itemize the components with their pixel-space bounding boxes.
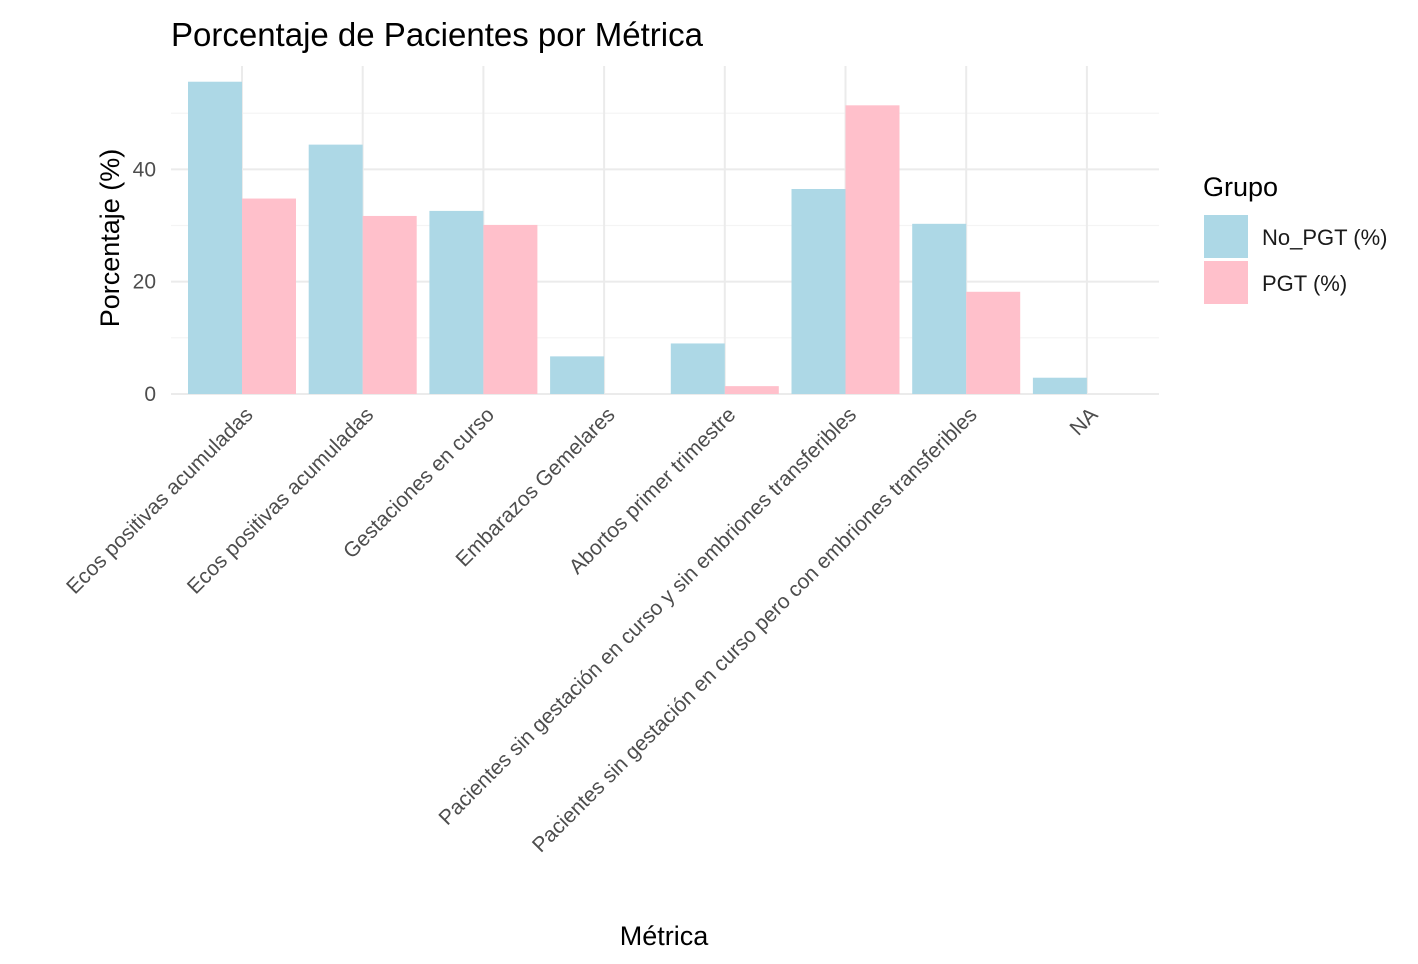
x-axis-title: Métrica: [620, 921, 709, 951]
legend-label: No_PGT (%): [1262, 225, 1388, 250]
bar-no-pgt: [670, 343, 725, 394]
bar-no-pgt: [1032, 377, 1087, 394]
y-tick-label: 0: [144, 383, 156, 406]
legend-items: No_PGT (%) PGT (%): [1204, 215, 1388, 304]
x-tick-label: Pacientes sin gestación en curso pero co…: [528, 403, 982, 857]
bar-no-pgt: [550, 356, 605, 394]
bar-pgt: [483, 224, 538, 394]
bar-no-pgt: [188, 81, 242, 395]
legend: Grupo No_PGT (%) PGT (%): [1203, 172, 1388, 304]
x-tick-label: Pacientes sin gestación en curso y sin e…: [435, 403, 861, 829]
bar-pgt: [724, 386, 779, 394]
legend-swatch: [1204, 261, 1248, 304]
legend-label: PGT (%): [1262, 271, 1347, 296]
y-axis-ticks: 0 20 40: [133, 158, 156, 406]
bar-pgt: [242, 198, 296, 394]
x-tick-label: NA: [1066, 403, 1103, 440]
bar-pgt: [362, 215, 417, 394]
y-tick-label: 20: [133, 271, 156, 294]
bar-pgt: [845, 105, 900, 395]
chart-title: Porcentaje de Pacientes por Métrica: [171, 16, 704, 53]
bar-no-pgt: [791, 189, 846, 394]
bars: [188, 81, 1087, 395]
legend-title: Grupo: [1203, 172, 1278, 202]
legend-swatch: [1204, 215, 1248, 258]
y-axis-title: Porcentaje (%): [95, 149, 125, 328]
y-tick-label: 40: [133, 158, 156, 181]
bar-no-pgt: [912, 223, 967, 394]
bar-no-pgt: [429, 210, 484, 394]
bar-pgt: [966, 291, 1021, 394]
bar-no-pgt: [308, 144, 363, 394]
